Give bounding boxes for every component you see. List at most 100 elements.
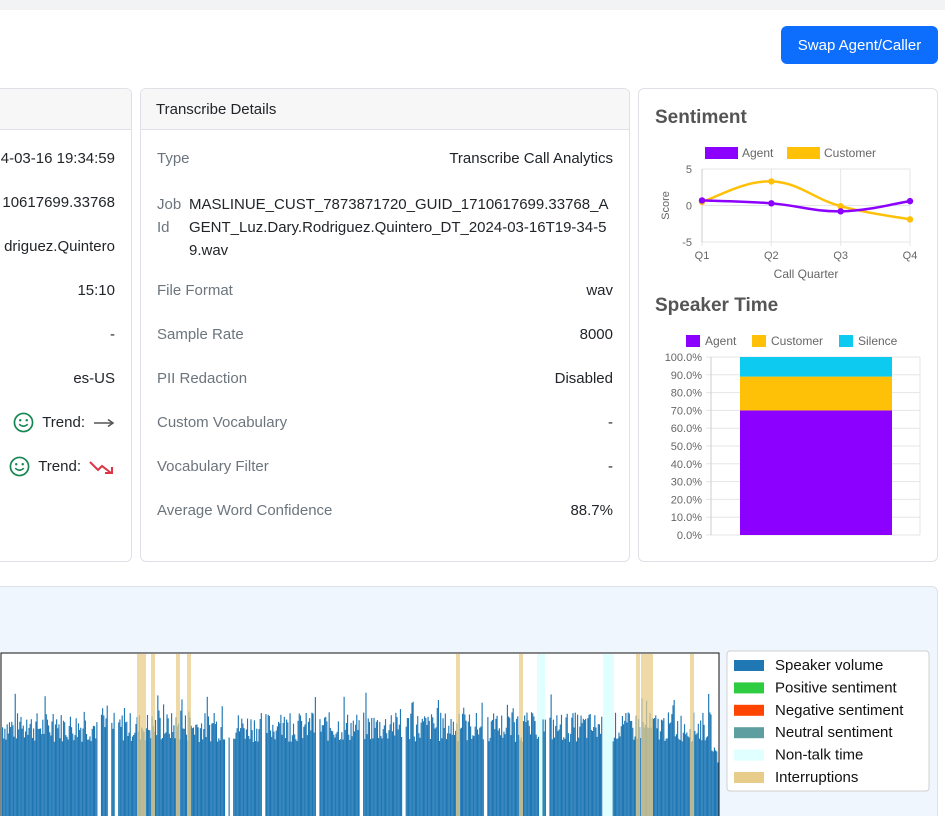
- volume-bar: [715, 750, 717, 816]
- volume-bar: [353, 731, 356, 816]
- volume-bar: [49, 732, 51, 816]
- volume-bar: [299, 715, 301, 816]
- volume-bar: [433, 723, 435, 816]
- volume-bar: [33, 728, 35, 816]
- volume-bar: [659, 731, 661, 816]
- volume-bar: [384, 719, 387, 816]
- volume-bar: [198, 742, 200, 816]
- y-tick-label: 20.0%: [671, 494, 702, 506]
- volume-bar: [498, 728, 500, 816]
- volume-bar: [217, 741, 219, 816]
- volume-bar: [558, 729, 560, 816]
- volume-bar: [34, 740, 36, 816]
- volume-bar: [348, 734, 350, 816]
- data-point-agent: [906, 197, 914, 205]
- volume-bar: [25, 731, 27, 816]
- y-tick-label: 0: [686, 201, 692, 213]
- volume-bar: [625, 713, 627, 816]
- volume-bar: [163, 704, 165, 816]
- pii-redaction-row: PII Redaction Disabled: [157, 370, 613, 387]
- volume-bar: [312, 713, 314, 816]
- volume-bar: [66, 736, 68, 816]
- volume-bar: [357, 730, 359, 816]
- arrow-right-icon: [94, 418, 115, 427]
- series-line-agent: [701, 199, 911, 213]
- smile-icon: [13, 412, 34, 433]
- volume-bar: [617, 738, 619, 816]
- volume-bar: [349, 740, 351, 816]
- interruption-span: [641, 654, 653, 816]
- x-tick-label: Q3: [833, 250, 848, 262]
- volume-bar: [204, 713, 206, 816]
- volume-bar: [634, 736, 636, 816]
- volume-bar: [157, 695, 159, 816]
- custom-vocabulary-label: Custom Vocabulary: [157, 414, 288, 431]
- volume-bar: [412, 701, 414, 816]
- volume-bar: [445, 739, 448, 816]
- trend-label: Trend:: [42, 414, 85, 431]
- volume-bar: [269, 730, 272, 816]
- volume-bar: [679, 740, 681, 816]
- volume-bar: [463, 707, 465, 816]
- job-id-value: MASLINUE_CUST_7873871720_GUID_1710617699…: [189, 196, 609, 259]
- custom-vocabulary-row: Custom Vocabulary -: [157, 414, 613, 431]
- waveform-legend: [726, 650, 930, 792]
- volume-bar: [330, 730, 333, 816]
- sample-rate-value: 8000: [579, 326, 613, 343]
- volume-bar: [380, 735, 382, 816]
- volume-bar: [44, 696, 46, 816]
- type-label: Type: [157, 150, 190, 167]
- volume-bar: [429, 739, 431, 816]
- interruption-span: [137, 654, 146, 816]
- volume-bar: [88, 739, 90, 816]
- volume-bar: [583, 720, 586, 816]
- volume-bar: [268, 716, 270, 816]
- volume-bar: [61, 741, 63, 816]
- y-tick-label: -5: [682, 237, 692, 249]
- volume-bar: [587, 718, 589, 816]
- volume-bar: [417, 716, 419, 816]
- volume-bar: [411, 702, 413, 816]
- volume-bar: [432, 717, 434, 816]
- volume-bar: [709, 712, 711, 816]
- volume-bar: [14, 693, 16, 816]
- legend-swatch-customer: [752, 335, 766, 347]
- volume-bar: [629, 721, 632, 816]
- volume-bar: [48, 725, 50, 816]
- interruption-span: [519, 654, 523, 816]
- interruption-span: [151, 654, 155, 816]
- volume-bar: [105, 718, 107, 816]
- swap-agent-caller-button[interactable]: Swap Agent/Caller: [781, 26, 938, 64]
- interruption-span: [690, 654, 694, 816]
- volume-bar: [342, 739, 344, 816]
- volume-bar: [620, 726, 622, 816]
- volume-bar: [194, 734, 196, 816]
- volume-bar: [190, 725, 192, 816]
- volume-bar: [276, 726, 278, 816]
- volume-bar: [246, 718, 249, 816]
- volume-bar: [256, 728, 258, 816]
- avg-word-confidence-row: Average Word Confidence 88.7%: [157, 502, 613, 519]
- smile-icon: [9, 456, 30, 477]
- volume-bar: [197, 727, 199, 816]
- volume-bar: [524, 715, 526, 816]
- volume-bar: [508, 716, 510, 816]
- volume-bar: [470, 726, 472, 816]
- volume-bar: [378, 738, 380, 816]
- volume-bar: [161, 738, 163, 816]
- legend-swatch-silence: [839, 335, 853, 347]
- volume-bar: [238, 731, 241, 816]
- volume-bar: [192, 727, 195, 816]
- volume-bar: [424, 716, 426, 816]
- volume-bar: [6, 724, 8, 816]
- volume-bar: [555, 725, 557, 816]
- volume-bar: [701, 740, 703, 816]
- y-tick-label: 90.0%: [671, 370, 702, 382]
- volume-bar: [471, 739, 473, 816]
- volume-bar: [595, 727, 597, 816]
- volume-bar: [435, 727, 437, 816]
- volume-bar: [514, 741, 517, 816]
- volume-bar: [288, 741, 290, 816]
- volume-bar: [627, 712, 629, 816]
- volume-bar: [685, 734, 687, 816]
